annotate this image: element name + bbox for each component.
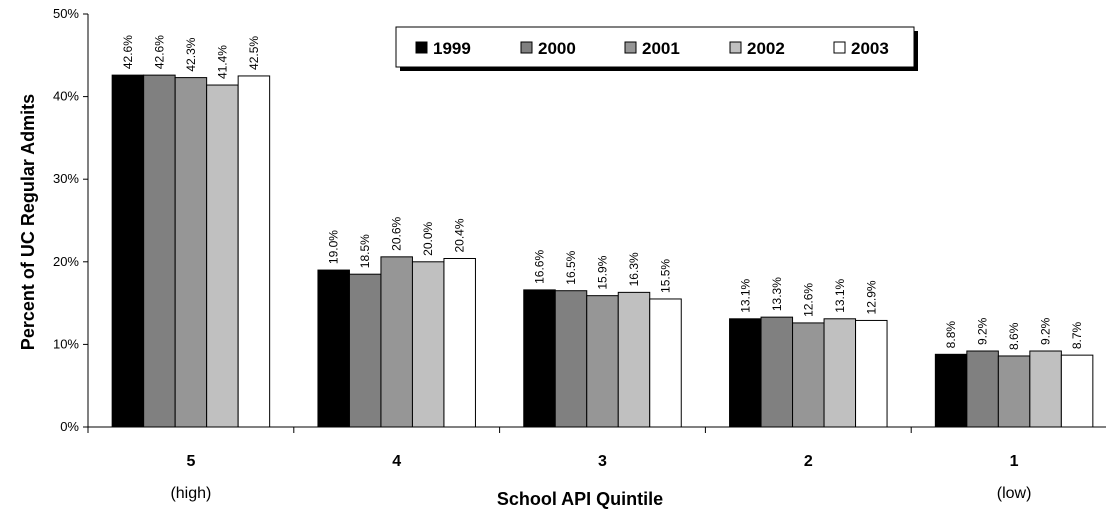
y-tick-label: 50% [53,6,79,21]
bar-2000-2 [760,316,794,428]
category-label: 1 [1010,453,1019,470]
x-axis-title: School API Quintile [497,489,663,509]
data-label: 16.5% [564,250,578,284]
data-label: 15.9% [596,255,610,289]
legend-label: 1999 [433,39,471,58]
data-label: 20.6% [390,216,404,250]
legend-swatch [833,41,846,54]
bar-1999-2 [729,318,762,428]
bar-2001-3 [586,295,619,428]
data-label: 41.4% [215,45,229,79]
bar-2002-1 [1029,350,1062,428]
bar-2002-2 [823,318,857,428]
bar-2001-2 [792,322,825,428]
data-label: 13.1% [738,278,752,312]
data-label: 16.3% [627,252,641,286]
y-tick-label: 10% [53,336,79,351]
legend-swatch [415,41,428,54]
data-label: 8.6% [1007,322,1021,350]
bar-1999-3 [523,289,556,428]
legend-swatch [520,41,533,54]
bar-2002-5 [206,84,239,428]
bar-1999-4 [317,269,350,428]
bar-2003-3 [649,298,682,428]
data-label: 12.9% [864,280,878,314]
legend-swatch [729,41,742,54]
category-label: 4 [392,453,401,470]
bar-2000-1 [966,350,999,428]
category-label: 3 [598,453,607,470]
legend-swatch [624,41,637,54]
bar-2000-3 [554,290,588,428]
data-label: 19.0% [327,230,341,264]
legend-label: 2002 [747,39,785,58]
data-label: 16.6% [533,250,547,284]
y-tick-label: 0% [60,419,79,434]
legend: 1999 2000 2001 2002 2003 [395,26,918,71]
data-label: 9.2% [1039,317,1053,345]
data-label: 18.5% [358,234,372,268]
data-label: 42.5% [247,36,261,70]
y-tick-label: 20% [53,254,79,269]
data-label: 42.3% [184,37,198,71]
legend-label: 2000 [538,39,576,58]
bar-2001-1 [997,355,1031,428]
data-label: 8.8% [944,321,958,349]
bar-2002-3 [617,291,651,428]
bar-2001-5 [174,77,208,428]
legend-box [395,26,915,68]
y-tick-label: 40% [53,89,79,104]
y-tick-label: 30% [53,171,79,186]
data-label: 20.0% [421,221,435,255]
data-label: 12.6% [801,283,815,317]
data-label: 8.7% [1070,321,1084,349]
data-labels: 42.6% 42.6% 42.3% 41.4% 42.5% 19.0% 18.5% 20.6%… [121,35,1084,350]
bar-2001-4 [380,256,413,428]
data-label: 9.2% [976,317,990,345]
data-label: 13.3% [770,277,784,311]
y-axis-title: Percent of UC Regular Admits [18,94,38,350]
bar-1999-5 [111,74,145,428]
data-label: 42.6% [121,35,135,69]
bar-2002-4 [411,261,445,428]
bar-2003-5 [237,75,271,428]
data-label: 20.4% [453,218,467,252]
bar-1999-1 [934,353,968,428]
bar-2000-4 [348,273,382,428]
data-label: 15.5% [659,259,673,293]
category-label: 5 [186,453,195,470]
data-label: 42.6% [152,35,166,69]
bar-2003-1 [1060,354,1094,428]
category-label: 2 [804,453,813,470]
bar-2003-4 [443,257,476,428]
legend-label: 2001 [642,39,680,58]
bar-2000-5 [143,74,176,428]
category-sublabel: (low) [997,485,1032,502]
category-sublabel: (high) [170,485,211,502]
bars [111,74,1094,428]
bar-2003-2 [855,319,888,428]
legend-label: 2003 [851,39,889,58]
data-label: 13.1% [833,278,847,312]
y-axis: 0% 10% 20% 30% 40% 50% [53,6,89,434]
